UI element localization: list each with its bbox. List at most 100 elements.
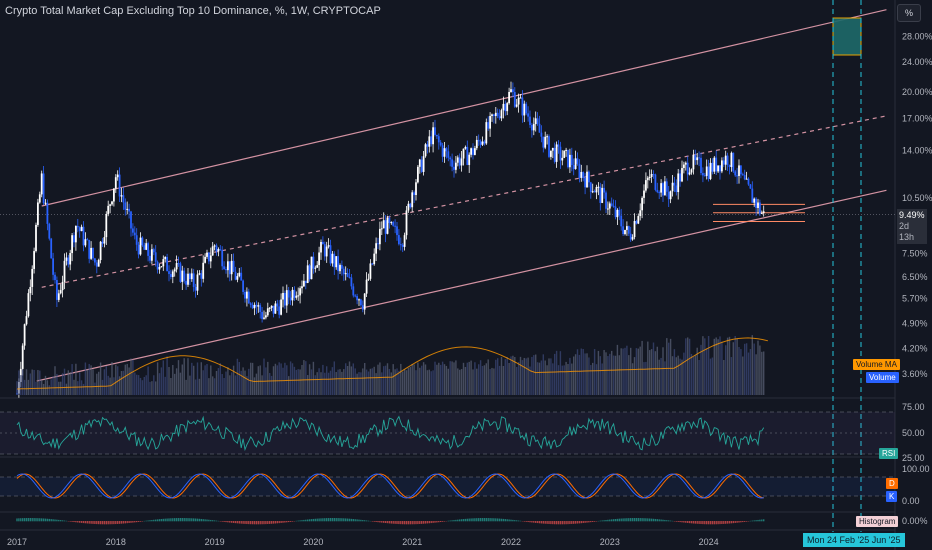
macd-histogram-bar <box>759 519 761 522</box>
volume-bar <box>561 365 563 395</box>
candle-body <box>614 206 617 218</box>
volume-bar <box>227 367 229 395</box>
candle-body <box>50 238 53 259</box>
candle-body <box>329 245 332 264</box>
volume-bar <box>683 352 685 395</box>
percent-scale-button[interactable]: % <box>897 4 921 22</box>
candle-body <box>709 162 712 179</box>
macd-histogram-bar <box>459 519 461 522</box>
candle-body <box>78 227 81 232</box>
macd-histogram-bar <box>402 521 404 525</box>
candle-body <box>373 253 376 265</box>
candle-body <box>94 258 96 263</box>
candle-body <box>597 186 600 188</box>
volume-bar <box>105 366 107 395</box>
candle-body <box>390 222 393 224</box>
channel-upper-line <box>41 9 887 207</box>
volume-bar <box>567 363 569 395</box>
macd-histogram-bar <box>145 520 147 522</box>
candle-body <box>280 299 282 315</box>
volume-bar <box>540 360 543 395</box>
candle-body <box>641 197 643 211</box>
volume-bar <box>107 375 109 395</box>
macd-histogram-bar <box>132 521 134 523</box>
macd-histogram-bar <box>740 521 742 523</box>
candle-body <box>23 324 26 346</box>
macd-histogram-bar <box>56 519 58 522</box>
volume-bar <box>643 362 645 395</box>
volume-bar <box>267 361 269 395</box>
volume-bar <box>713 338 715 395</box>
candle-body <box>504 103 507 112</box>
volume-bar <box>763 351 765 395</box>
candle-body <box>536 118 539 124</box>
volume-bar <box>422 362 425 395</box>
candle-body <box>344 273 347 275</box>
macd-histogram-bar <box>223 521 225 522</box>
volume-bar <box>584 353 586 395</box>
candle-body <box>225 269 227 271</box>
volume-bar <box>335 372 337 395</box>
candle-body <box>757 202 759 208</box>
candle-body <box>394 225 396 227</box>
volume-bar <box>535 354 537 395</box>
stoch-k-label: K <box>886 491 898 502</box>
macd-histogram-bar <box>550 521 552 525</box>
candle-body <box>707 166 710 179</box>
macd-histogram-bar <box>172 518 174 522</box>
candle-body <box>65 257 68 261</box>
macd-histogram-bar <box>588 521 590 523</box>
macd-histogram-bar <box>41 518 43 522</box>
macd-histogram-bar <box>763 519 765 522</box>
volume-bar <box>240 370 242 395</box>
volume-bar <box>580 348 582 395</box>
macd-histogram-bar <box>50 519 52 522</box>
volume-bar <box>99 362 102 395</box>
macd-histogram-bar <box>316 518 318 522</box>
candle-body <box>648 176 651 178</box>
candle-body <box>544 136 547 148</box>
macd-histogram-bar <box>552 521 554 525</box>
volume-bar <box>210 365 212 395</box>
candle-body <box>67 257 70 265</box>
candle-body <box>453 166 455 170</box>
macd-histogram-bar <box>605 520 607 522</box>
candle-body <box>177 263 180 265</box>
volume-bar <box>455 360 457 395</box>
candle-body <box>751 188 754 203</box>
volume-bar <box>428 369 430 395</box>
volume-bar <box>472 369 474 395</box>
candle-body <box>493 114 495 116</box>
volume-bar <box>666 338 668 395</box>
candle-body <box>238 272 241 277</box>
candle-body <box>694 155 697 161</box>
volume-bar <box>468 361 470 395</box>
macd-histogram-bar <box>44 518 47 522</box>
candle-body <box>37 202 39 225</box>
candle-body <box>306 265 309 284</box>
candle-body <box>304 280 307 284</box>
candle-body <box>111 201 113 205</box>
candle-body <box>299 288 301 296</box>
stoch-k-line <box>16 473 764 499</box>
volume-bar <box>650 349 653 395</box>
volume-bar <box>94 382 96 395</box>
macd-histogram-bar <box>533 521 535 523</box>
macd-histogram-bar <box>421 521 423 524</box>
volume-bar <box>759 345 761 395</box>
macd-histogram-bar <box>160 518 163 522</box>
volume-bar <box>175 368 178 395</box>
volume-bar <box>626 345 628 395</box>
macd-histogram-bar <box>726 521 729 524</box>
macd-histogram-bar <box>185 518 187 522</box>
candle-body <box>422 156 425 172</box>
macd-histogram-bar <box>635 518 638 522</box>
candle-body <box>181 270 184 282</box>
volume-bar <box>612 355 615 395</box>
volume-bar <box>529 366 531 395</box>
price-tick-label: 3.60% <box>902 369 928 379</box>
macd-histogram-bar <box>333 518 335 522</box>
volume-bar <box>69 372 71 395</box>
candle-body <box>287 290 290 298</box>
